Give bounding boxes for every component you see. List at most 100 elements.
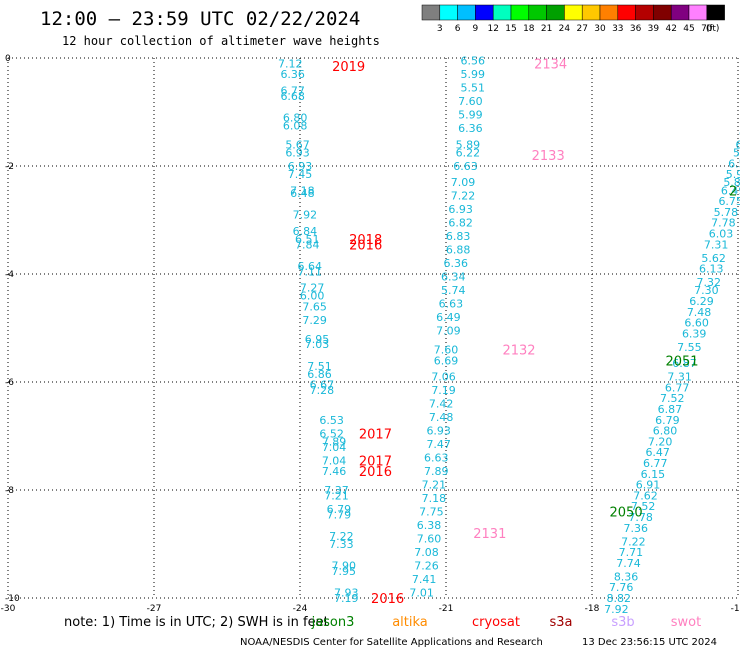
colorbar-tick-label: 12 bbox=[487, 24, 498, 34]
colorbar-swatch bbox=[421, 4, 441, 21]
x-tick-label: -27 bbox=[147, 604, 162, 614]
wave-height-value: 6.39 bbox=[682, 327, 707, 340]
pass-labels: 2019201820162017201720162016213421332132… bbox=[332, 57, 737, 607]
colorbar-tick-label: 21 bbox=[541, 24, 552, 34]
wave-height-value: 7.37 bbox=[324, 484, 349, 497]
wave-height-value: 7.36 bbox=[624, 522, 649, 535]
y-tick-label: -10 bbox=[5, 594, 20, 604]
wave-height-value: 5.99 bbox=[461, 68, 486, 81]
chart-title: 12:00 – 23:59 UTC 02/22/2024 bbox=[40, 8, 360, 30]
colorbar-swatch bbox=[653, 4, 672, 21]
wave-height-value: 7.04 bbox=[322, 441, 347, 454]
wave-height-value: 7.46 bbox=[322, 465, 347, 478]
x-tick-label: -30 bbox=[1, 604, 16, 614]
wave-height-value: 6.69 bbox=[434, 354, 459, 367]
wave-height-value: 5.62 bbox=[701, 252, 726, 265]
pass-number-label: 2 bbox=[729, 184, 737, 199]
wave-height-value: 7.90 bbox=[332, 560, 357, 573]
wave-height-value: 6.52 bbox=[319, 427, 344, 440]
wave-height-value: 7.22 bbox=[621, 535, 646, 548]
wave-height-value: 7.52 bbox=[631, 500, 656, 513]
wave-height-value: 6.84 bbox=[293, 225, 318, 238]
wave-height-value: 7.79 bbox=[327, 508, 352, 521]
wave-height-value: 7.20 bbox=[648, 435, 673, 448]
colorbar-swatch bbox=[457, 4, 476, 21]
wave-height-value: 6.51 bbox=[295, 233, 320, 246]
colorbar-swatch bbox=[617, 4, 636, 21]
wave-height-value: 6.87 bbox=[658, 403, 683, 416]
pass-number-label: 2016 bbox=[371, 592, 404, 607]
wave-height-value: 5.51 bbox=[461, 82, 486, 95]
colorbar-tick-label: 6 bbox=[455, 24, 461, 34]
wave-height-value: 7.21 bbox=[324, 489, 349, 502]
wave-height-value: 7.78 bbox=[711, 217, 736, 230]
wave-height-value: 8.36 bbox=[614, 570, 639, 583]
colorbar-legend: 3 6 9 12 15 18 21 24 27 30 33 36 39 42 45 70(ft) bbox=[421, 4, 725, 34]
colorbar-swatch bbox=[635, 4, 654, 21]
wave-height-value: 7.78 bbox=[628, 511, 653, 524]
wave-height-value: 5.89 bbox=[456, 138, 481, 151]
pass-number-label: 2016 bbox=[349, 238, 382, 253]
wave-height-value: 6.56 bbox=[461, 55, 486, 68]
y-axis-ticks: 0 -2 -4 -6 -8 -10 bbox=[5, 54, 20, 604]
wave-height-value: 5.99 bbox=[458, 109, 483, 122]
colorbar-unit-label: (ft) bbox=[706, 24, 720, 34]
wave-height-value: 6.63 bbox=[424, 452, 449, 465]
wave-height-value: 6.68 bbox=[280, 90, 305, 103]
colorbar-swatch bbox=[564, 4, 583, 21]
colorbar-swatch bbox=[581, 4, 601, 21]
wave-height-value: 6.67 bbox=[310, 379, 335, 392]
wave-height-value: 6.00 bbox=[300, 290, 325, 303]
wave-height-value: 6.64 bbox=[297, 260, 322, 273]
pass-number-label: 2017 bbox=[359, 427, 392, 442]
plot-grid bbox=[7, 57, 739, 599]
colorbar-swatch bbox=[510, 4, 530, 21]
colorbar-swatch bbox=[439, 4, 458, 21]
wave-height-value: 7.60 bbox=[458, 95, 483, 108]
wave-height-value: 5.97 bbox=[726, 168, 740, 181]
satellite-legend-swot: swot bbox=[671, 615, 701, 630]
colorbar-swatch bbox=[492, 4, 512, 21]
colorbar-tick-label: 30 bbox=[594, 24, 606, 34]
wave-height-value: 6.95 bbox=[305, 333, 330, 346]
wave-height-value: 6.87 bbox=[672, 357, 697, 370]
pass-number-label: 2133 bbox=[532, 149, 565, 164]
wave-height-value: 7.51 bbox=[307, 360, 332, 373]
wave-height-value: 7.95 bbox=[332, 565, 357, 578]
wave-height-value: 6.60 bbox=[684, 317, 709, 330]
y-tick-label: -8 bbox=[5, 486, 14, 496]
wave-height-value: 6.15 bbox=[641, 468, 666, 481]
wave-height-value: 7.84 bbox=[295, 238, 320, 251]
wave-height-value: 6.30 bbox=[735, 138, 740, 151]
wave-height-value: 7.26 bbox=[414, 560, 439, 573]
x-tick-label: -18 bbox=[585, 604, 600, 614]
wave-height-value: 7.18 bbox=[290, 184, 315, 197]
wave-height-value: 6.63 bbox=[439, 298, 464, 311]
wave-height-value: 7.19 bbox=[334, 592, 359, 605]
colorbar-tick-label: 9 bbox=[473, 24, 479, 34]
wave-height-value: 6.75 bbox=[718, 195, 740, 208]
satellite-legend-cryosat: cryosat bbox=[472, 615, 520, 630]
wave-height-value: 7.52 bbox=[660, 392, 685, 405]
wave-height-value: 6.34 bbox=[441, 271, 466, 284]
pass-number-label: 2131 bbox=[473, 527, 506, 542]
chart-subtitle: 12 hour collection of altimeter wave hei… bbox=[62, 34, 380, 48]
wave-height-value: 7.93 bbox=[334, 587, 359, 600]
wave-height-value: 7.92 bbox=[604, 603, 629, 616]
colorbar-tick-label: 70 bbox=[701, 24, 713, 34]
wave-height-value: 7.75 bbox=[419, 506, 444, 519]
wave-height-value: 7.08 bbox=[414, 546, 439, 559]
colorbar-tick-label: 39 bbox=[648, 24, 660, 34]
wave-height-value: 7.60 bbox=[434, 344, 459, 357]
wave-height-value: 5.28 bbox=[733, 147, 740, 160]
wave-height-value: 5.74 bbox=[441, 284, 466, 297]
wave-height-value: 7.01 bbox=[409, 587, 434, 600]
satellite-legend-s3b: s3b bbox=[611, 615, 634, 630]
wave-height-value: 7.48 bbox=[429, 411, 454, 424]
footer-timestamp: 13 Dec 23:56:15 UTC 2024 bbox=[582, 637, 717, 648]
colorbar-swatch bbox=[599, 4, 619, 21]
colorbar-tick-label: 15 bbox=[505, 24, 516, 34]
x-axis-ticks: -30 -27 -24 -21 -18 -15 bbox=[1, 604, 740, 614]
wave-height-value: 7.32 bbox=[697, 276, 722, 289]
